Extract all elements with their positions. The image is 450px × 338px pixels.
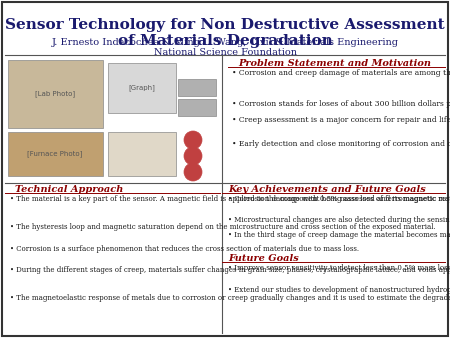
Circle shape	[184, 131, 202, 149]
Text: [Lab Photo]: [Lab Photo]	[35, 91, 75, 97]
FancyBboxPatch shape	[108, 132, 176, 176]
Text: [Graph]: [Graph]	[129, 84, 155, 91]
Text: • In the third stage of creep damage the material becomes magnetically harder an: • In the third stage of creep damage the…	[228, 231, 450, 239]
Text: • Early detection and close monitoring of corrosion and creep by non-destructive: • Early detection and close monitoring o…	[232, 140, 450, 147]
Text: Technical Approach: Technical Approach	[15, 185, 123, 194]
FancyBboxPatch shape	[8, 60, 103, 128]
Circle shape	[184, 163, 202, 181]
FancyBboxPatch shape	[178, 99, 216, 116]
FancyBboxPatch shape	[178, 79, 216, 96]
Text: Future Goals: Future Goals	[228, 255, 299, 263]
Text: • Improve sensor sensitivity to detect less than 0.5% mass loss due corrosion an: • Improve sensor sensitivity to detect l…	[228, 264, 450, 272]
Text: • Creep assessment is a major concern for repair and life extension of infrastru: • Creep assessment is a major concern fo…	[232, 116, 450, 124]
Text: J. Ernesto Indacochea & Ming L. Wang, Civil & Materials Engineering
National Sci: J. Ernesto Indacochea & Ming L. Wang, Ci…	[51, 38, 399, 57]
Text: Problem Statement and Motivation: Problem Statement and Motivation	[238, 59, 432, 68]
Text: • The hysteresis loop and magnetic saturation depend on the microstructure and c: • The hysteresis loop and magnetic satur…	[10, 223, 436, 231]
FancyBboxPatch shape	[2, 2, 448, 336]
Text: • The magnetoelastic response of metals due to corrosion or creep gradually chan: • The magnetoelastic response of metals …	[10, 294, 450, 302]
FancyBboxPatch shape	[108, 63, 176, 113]
Text: • Corrosion stands for loses of about 300 billion dollars per year only in the U: • Corrosion stands for loses of about 30…	[232, 100, 450, 108]
Text: • Extend our studies to development of nanostructured hydrogen sensing MOS devic: • Extend our studies to development of n…	[228, 286, 450, 294]
Text: • Microstructural changes are also detected during the sensing of corrosion and : • Microstructural changes are also detec…	[228, 216, 450, 224]
Text: Sensor Technology for Non Destructive Assessment
of Materials Degradation: Sensor Technology for Non Destructive As…	[5, 18, 445, 48]
Text: Key Achievements and Future Goals: Key Achievements and Future Goals	[228, 185, 426, 194]
Text: • Corrosion is a surface phenomenon that reduces the cross section of materials : • Corrosion is a surface phenomenon that…	[10, 245, 359, 252]
Text: • During the different stages of creep, materials suffer changes in grain size, : • During the different stages of creep, …	[10, 266, 450, 274]
Text: [Furnace Photo]: [Furnace Photo]	[27, 151, 83, 158]
Text: • Corrosion damage with 0.5% mass loss of ferromagnetic materials can be detecte: • Corrosion damage with 0.5% mass loss o…	[228, 195, 450, 203]
Text: • Corrosion and creep damage of materials are among the most important challenge: • Corrosion and creep damage of material…	[232, 69, 450, 77]
FancyBboxPatch shape	[8, 132, 103, 176]
Text: • The material is a key part of the sensor. A magnetic field is applied to the c: • The material is a key part of the sens…	[10, 195, 450, 203]
Circle shape	[184, 147, 202, 165]
